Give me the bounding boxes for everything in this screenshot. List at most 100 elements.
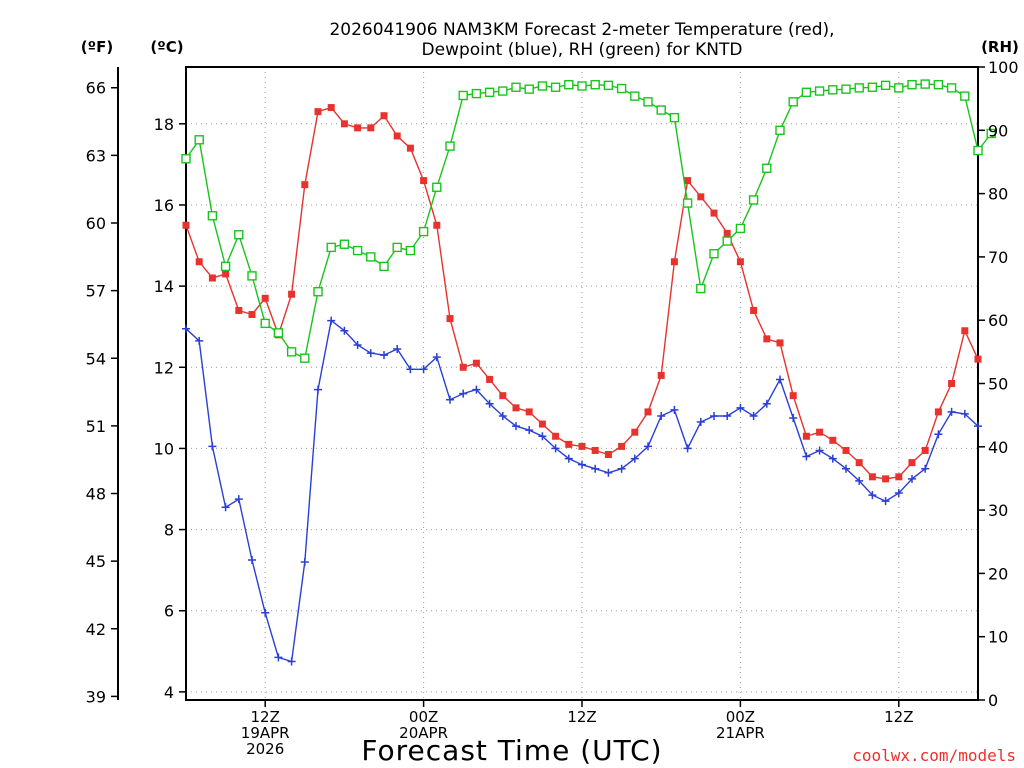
temperature-point [631,428,639,436]
temperature-point [340,120,348,128]
dewpoint-point [868,491,877,500]
temperature-point [525,408,533,416]
celsius-tick-label: 18 [154,115,174,134]
temperature-point [354,124,362,132]
temperature-point [644,408,652,416]
temperature-point [393,132,401,140]
rh-point [550,82,561,92]
dewpoint-point [195,336,204,345]
temperature-point [552,432,560,440]
rh-tick-label: 100 [988,58,1019,77]
x-tick-label: 20APR [399,724,448,742]
temperature-point [182,221,190,229]
dewpoint-point [881,497,890,506]
rh-point [392,242,402,253]
dewpoint-point [815,446,824,455]
rh-point [709,249,719,259]
dewpoint-point [591,464,600,473]
celsius-tick-label: 12 [154,358,174,377]
rh-tick-label: 50 [988,375,1008,394]
rh-point [590,80,600,90]
temperature-point [684,177,692,185]
temperature-point [750,306,758,314]
rh-point [854,83,864,93]
x-tick-label: 12Z [884,708,913,726]
dewpoint-point [578,460,586,469]
dewpoint-point [366,349,375,358]
temperature-point [195,258,203,266]
temperature-point [723,229,731,237]
temperature-point [882,475,890,483]
celsius-tick-label: 4 [164,683,174,702]
rh-point [656,105,666,115]
series-line-rh [185,83,992,360]
x-tick-label: 00Z [726,708,755,726]
rh-point [273,328,284,338]
rh-point [326,242,336,253]
temperature-point [604,451,612,459]
temperature-point [367,124,375,132]
rh-point [366,252,376,262]
temperature-point [446,315,454,323]
x-tick-label: 21APR [716,724,765,742]
fahrenheit-tick-label: 57 [86,282,106,301]
temperature-point [578,442,586,450]
temperature-point [974,355,982,363]
rh-point [630,91,640,101]
rh-tick-label: 30 [988,501,1008,520]
temperature-point [538,420,546,428]
dewpoint-point [300,558,309,567]
plot-frame [185,66,979,701]
dewpoint-point [723,411,732,420]
dewpoint-point [710,411,718,420]
rh-point [616,83,627,94]
temperature-point [697,193,705,201]
dewpoint-point [842,464,850,473]
temperature-point [208,274,216,282]
temperature-point [565,440,573,448]
rh-tick-label: 60 [988,311,1008,330]
temperature-point [288,290,296,298]
dewpoint-point [855,476,864,485]
celsius-tick-label: 8 [164,521,174,540]
temperature-point [459,363,467,371]
dewpoint-point [736,403,745,412]
dewpoint-point [512,422,520,431]
rh-point [960,91,970,101]
rh-point [946,83,957,93]
dewpoint-point [182,324,190,333]
fahrenheit-tick-label: 66 [86,79,106,98]
dewpoint-point [617,464,626,473]
fahrenheit-tick-label: 63 [86,146,106,165]
rh-point [405,245,416,256]
dewpoint-point [432,353,441,362]
celsius-tick-label: 16 [154,196,174,215]
fahrenheit-tick-label: 48 [86,485,106,504]
rh-point [352,245,363,256]
temperature-point [829,436,837,444]
dewpoint-point [564,454,573,463]
dewpoint-point [248,556,256,565]
rh-tick-label: 70 [988,248,1008,267]
temperature-point [816,428,824,436]
temperature-point [763,335,771,343]
dewpoint-point [446,395,454,404]
footer-credit: coolwx.com/models [852,746,1016,765]
chart-title-line2: Dewpoint (blue), RH (green) for KNTD [422,40,743,60]
temperature-point [895,473,903,481]
dewpoint-point [934,430,943,439]
temperature-point [776,339,784,347]
dewpoint-point [340,326,349,335]
dewpoint-point [683,444,692,453]
dewpoint-point [776,375,784,384]
fahrenheit-tick-label: 42 [86,620,106,639]
series-temperature [182,104,982,483]
temperature-point [248,311,256,319]
rh-point [537,81,548,91]
dewpoint-point [604,468,613,477]
temperature-point [301,181,309,189]
rh-point [484,87,495,98]
x-tick-label: 00Z [409,708,438,726]
rh-point [247,271,257,281]
